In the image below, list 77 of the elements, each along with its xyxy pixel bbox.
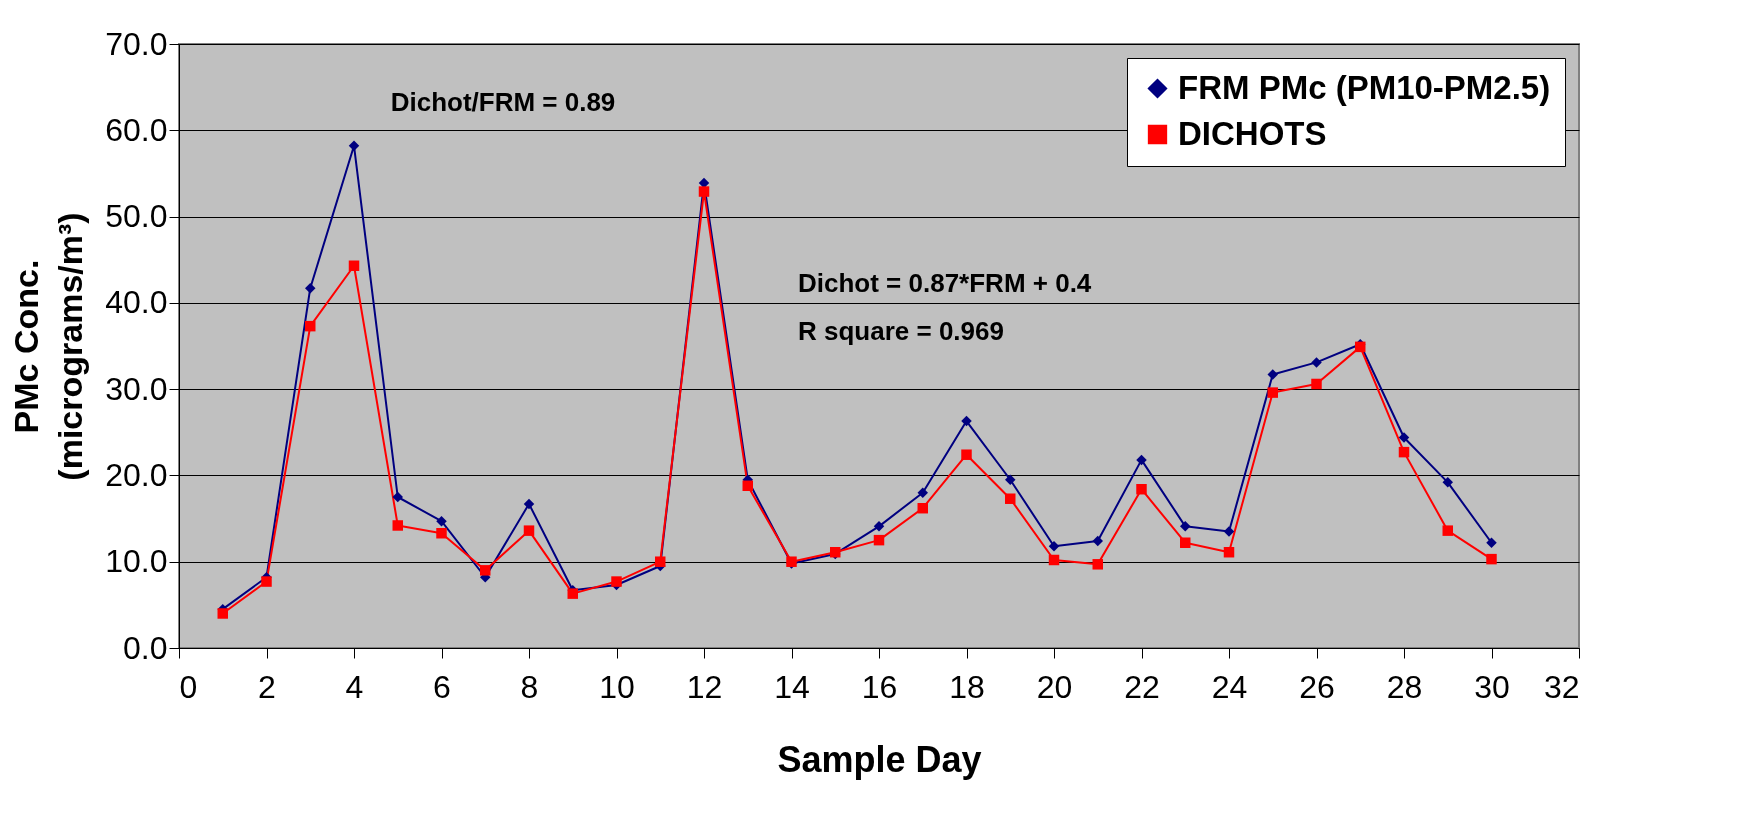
- point: [1442, 477, 1453, 488]
- point: [305, 320, 316, 332]
- point: [917, 487, 928, 498]
- point: [1267, 387, 1278, 398]
- y-axis-title: PMc Conc. (micrograms/m³): [7, 212, 90, 481]
- point: [1092, 559, 1103, 570]
- point: [1136, 483, 1147, 495]
- x-tick-label: 28: [1386, 668, 1423, 705]
- x-tick-label: 10: [599, 668, 635, 705]
- x-tick-label: 12: [686, 668, 723, 705]
- x-tick-label: 8: [520, 668, 539, 705]
- point: [1005, 493, 1016, 504]
- y-tick-label: 20.0: [105, 456, 168, 493]
- y-tick-label: 70.0: [105, 25, 168, 62]
- annotation: Dichot = 0.87*FRM + 0.4: [798, 268, 1092, 298]
- y-tick-label: 30.0: [105, 370, 168, 407]
- x-tick-label: 18: [949, 668, 985, 705]
- x-tick-label: 16: [861, 668, 898, 705]
- point: [1092, 535, 1103, 547]
- annotation: R square = 0.969: [798, 316, 1004, 346]
- point: [1223, 526, 1235, 537]
- point: [261, 576, 272, 587]
- x-tick-label: 32: [1543, 668, 1580, 705]
- point: [1398, 432, 1410, 443]
- point: [392, 491, 403, 503]
- point: [1486, 537, 1497, 548]
- y-tick-label: 0.0: [123, 629, 168, 666]
- y-tick-label: 60.0: [105, 111, 168, 148]
- x-tick-label: 14: [774, 668, 810, 705]
- point: [655, 556, 666, 567]
- x-tick-label: 2: [258, 668, 276, 705]
- point: [1180, 521, 1191, 532]
- x-tick-label: 30: [1474, 668, 1510, 705]
- point: [873, 521, 885, 532]
- x-tick-label: 6: [433, 668, 451, 705]
- point: [1486, 553, 1497, 565]
- x-tick-label: 22: [1124, 668, 1160, 705]
- point: [698, 186, 710, 197]
- point: [305, 282, 316, 294]
- point: [961, 415, 972, 427]
- y-tick-label: 10.0: [105, 543, 168, 580]
- point: [611, 576, 622, 587]
- point: [480, 565, 491, 576]
- point: [436, 528, 447, 539]
- point: [1048, 554, 1060, 566]
- point: [1005, 474, 1016, 485]
- point: [1311, 357, 1322, 368]
- legend-label: FRM PMc (PM10-PM2.5): [1178, 68, 1551, 106]
- point: [1267, 369, 1278, 380]
- point: [348, 260, 360, 271]
- x-tick-label: 24: [1211, 668, 1248, 705]
- y-tick-label: 40.0: [105, 284, 168, 321]
- point: [567, 588, 578, 599]
- point: [523, 498, 535, 510]
- point: [1180, 537, 1191, 548]
- x-axis-title: Sample Day: [777, 738, 982, 780]
- y-tick-label: 50.0: [105, 198, 168, 235]
- point: [1442, 525, 1453, 536]
- point: [917, 502, 928, 514]
- point: [392, 520, 403, 531]
- x-tick-label: 0: [179, 668, 198, 705]
- point: [1136, 454, 1147, 466]
- point: [436, 515, 447, 527]
- point: [1048, 540, 1060, 552]
- point: [742, 480, 753, 492]
- point: [1311, 378, 1322, 390]
- annotation: Dichot/FRM = 0.89: [390, 87, 616, 117]
- legend-label: DICHOTS: [1178, 114, 1327, 152]
- x-tick-label: 20: [1036, 668, 1073, 705]
- x-tick-label: 26: [1299, 668, 1335, 705]
- point: [873, 534, 885, 546]
- point: [1223, 546, 1235, 558]
- point: [523, 525, 535, 536]
- x-tick-label: 4: [345, 668, 364, 705]
- point: [217, 608, 228, 619]
- point: [1398, 446, 1410, 458]
- point: [961, 449, 972, 460]
